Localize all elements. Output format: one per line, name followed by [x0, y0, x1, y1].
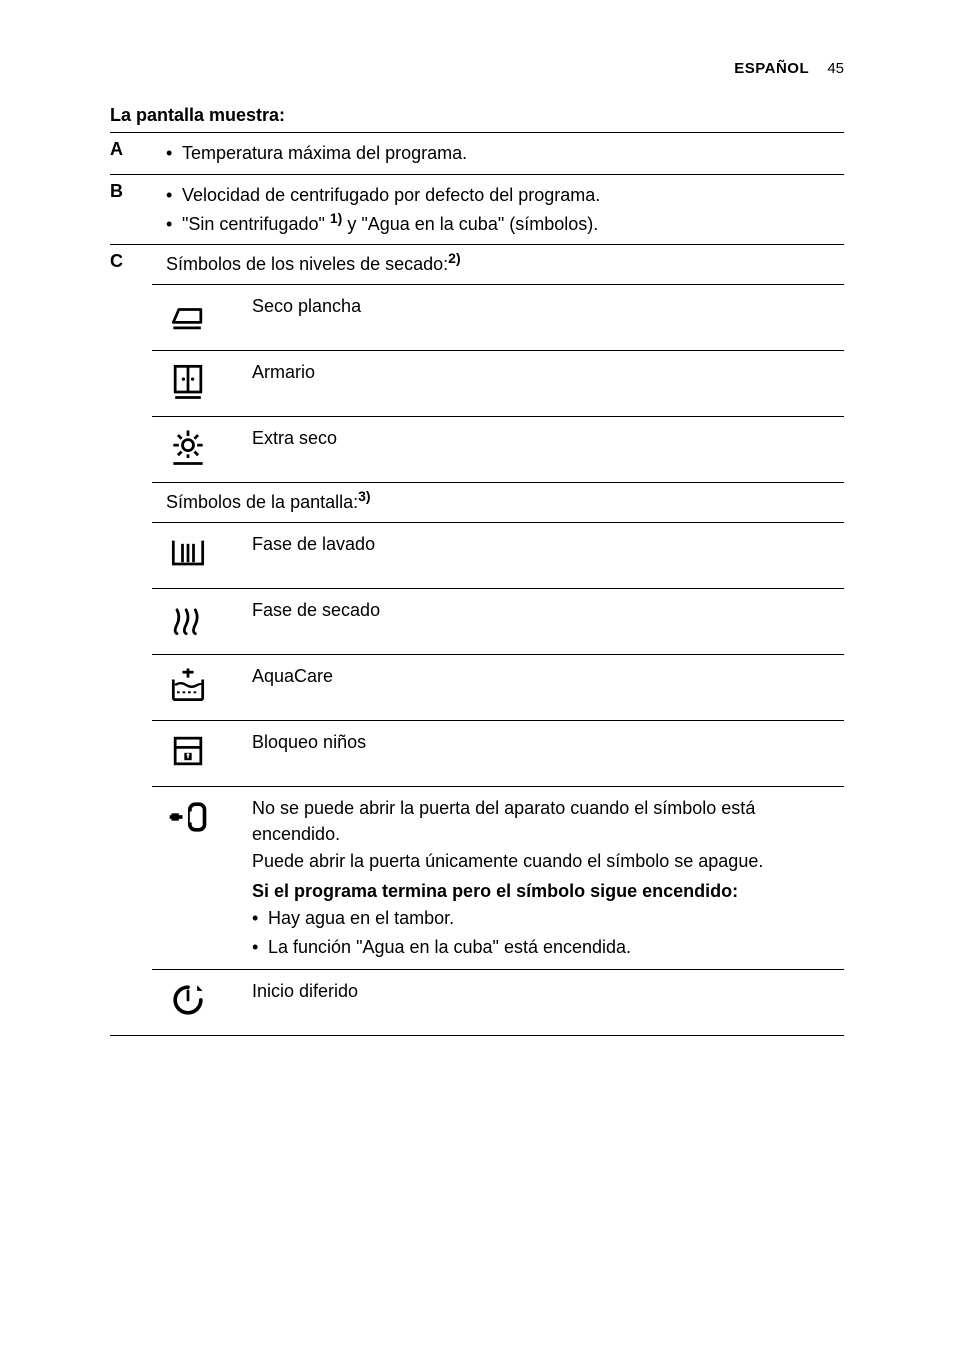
door-lock-description: No se puede abrir la puerta del aparato …	[252, 787, 844, 970]
text-part: "Sin centrifugado"	[182, 214, 330, 234]
display-symbol-label: AquaCare	[252, 655, 844, 721]
drying-levels-table: Seco plancha	[152, 284, 844, 482]
drying-levels-header: Símbolos de los niveles de secado:2)	[152, 245, 844, 284]
door-lock-icon	[166, 795, 210, 839]
table-row-b: B Velocidad de centrifugado por defecto …	[110, 174, 844, 245]
row-b-bullets: Velocidad de centrifugado por defecto de…	[152, 181, 844, 239]
table-row: Fase de secado	[152, 589, 844, 655]
table-row: Fase de lavado	[152, 523, 844, 589]
display-symbols-header: Símbolos de la pantalla:3)	[152, 482, 844, 522]
child-lock-icon	[166, 729, 210, 773]
dry-phase-icon	[166, 597, 210, 641]
main-table: A Temperatura máxima del programa. B Vel…	[110, 132, 844, 1036]
text-line: No se puede abrir la puerta del aparato …	[252, 795, 838, 847]
footnote-ref: 3)	[358, 488, 370, 504]
table-row: No se puede abrir la puerta del aparato …	[152, 787, 844, 970]
bullet-item: "Sin centrifugado" 1) y "Agua en la cuba…	[166, 210, 844, 239]
bullet-item: Temperatura máxima del programa.	[166, 139, 844, 168]
table-row-c: C Símbolos de los niveles de secado:2)	[110, 245, 844, 1036]
aquacare-icon	[166, 663, 210, 707]
door-lock-sub-bullets: Hay agua en el tambor. La función "Agua …	[252, 904, 838, 962]
iron-dry-icon	[166, 293, 210, 337]
display-symbol-label: Bloqueo niños	[252, 721, 844, 787]
display-symbol-label: Fase de secado	[252, 589, 844, 655]
bullet-item: Velocidad de centrifugado por defecto de…	[166, 181, 844, 210]
text-part: Símbolos de la pantalla:	[166, 492, 358, 512]
text-line: Puede abrir la puerta únicamente cuando …	[252, 848, 838, 874]
table-row: Inicio diferido	[152, 970, 844, 1036]
delay-start-icon	[166, 978, 210, 1022]
text-part: Símbolos de los niveles de secado:	[166, 254, 448, 274]
text-part: y "Agua en la cuba" (símbolos).	[342, 214, 598, 234]
row-label-c: C	[110, 245, 152, 1036]
cupboard-icon	[166, 359, 210, 403]
table-row: Bloqueo niños	[152, 721, 844, 787]
footnote-ref: 1)	[330, 210, 342, 226]
footnote-ref: 2)	[448, 250, 460, 266]
table-row-a: A Temperatura máxima del programa.	[110, 133, 844, 175]
row-label-a: A	[110, 133, 152, 175]
bold-heading: Si el programa termina pero el símbolo s…	[252, 878, 838, 904]
extra-dry-icon	[166, 425, 210, 469]
display-symbol-label: Fase de lavado	[252, 523, 844, 589]
section-title: La pantalla muestra:	[110, 105, 844, 126]
table-row: Armario	[152, 351, 844, 417]
drying-level-label: Seco plancha	[252, 285, 844, 351]
page-number: 45	[827, 60, 844, 77]
table-row: Seco plancha	[152, 285, 844, 351]
bullet-item: La función "Agua en la cuba" está encend…	[252, 933, 838, 962]
language-label: ESPAÑOL	[734, 60, 809, 77]
drying-level-label: Armario	[252, 351, 844, 417]
table-row: AquaCare	[152, 655, 844, 721]
display-symbols-table: Fase de lavado Fase de sec	[152, 522, 844, 1035]
drying-level-label: Extra seco	[252, 417, 844, 483]
bullet-item: Hay agua en el tambor.	[252, 904, 838, 933]
display-symbol-label: Inicio diferido	[252, 970, 844, 1036]
row-label-b: B	[110, 174, 152, 245]
page-header: ESPAÑOL 45	[110, 60, 844, 77]
row-a-bullets: Temperatura máxima del programa.	[152, 139, 844, 168]
wash-phase-icon	[166, 531, 210, 575]
table-row: Extra seco	[152, 417, 844, 483]
